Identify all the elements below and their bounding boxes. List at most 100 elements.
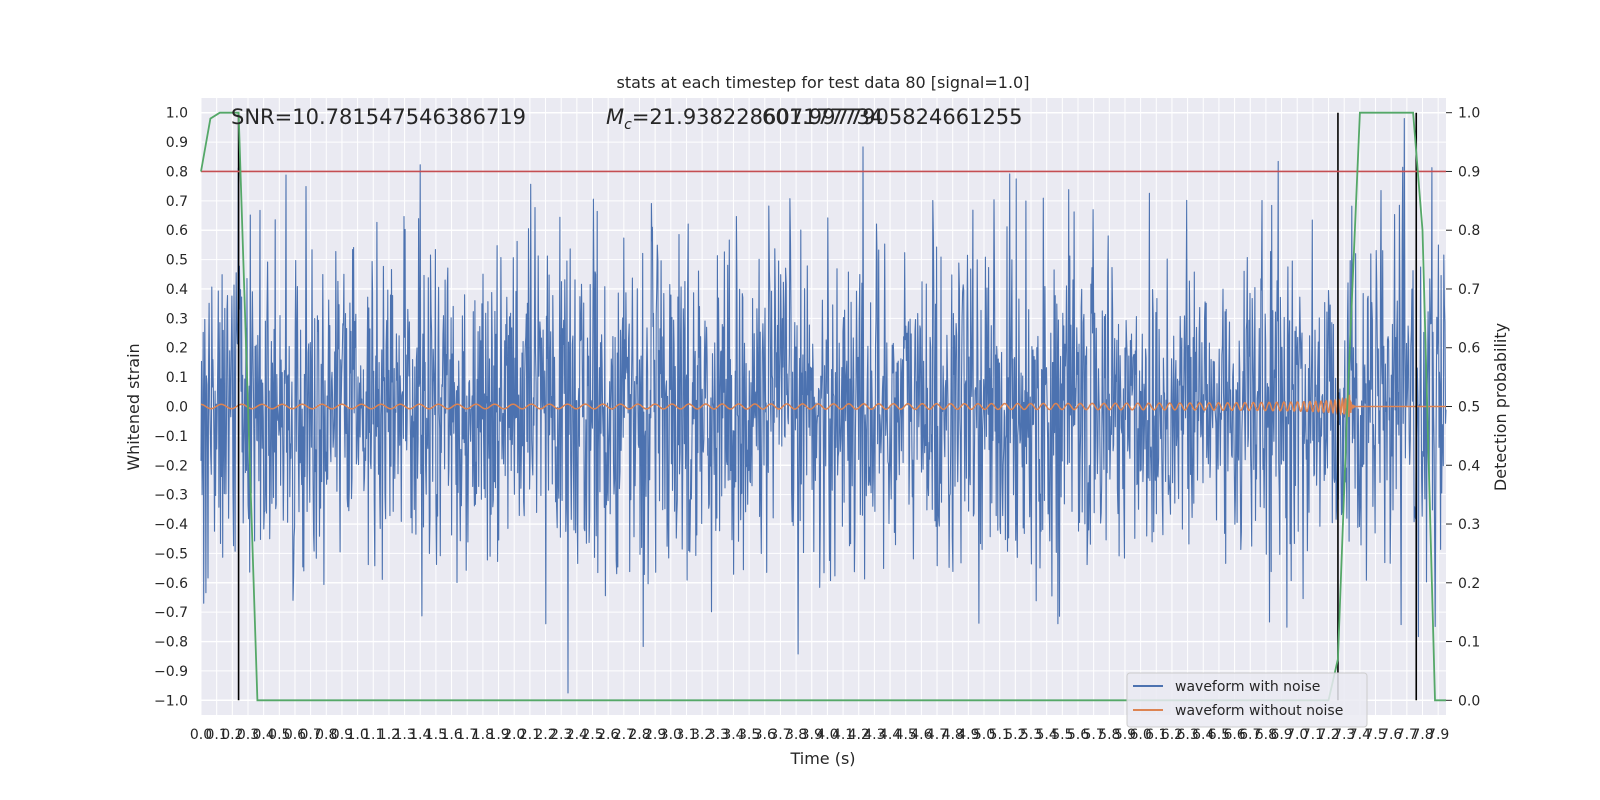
x-tick-label: 6.6	[1223, 727, 1245, 743]
x-tick-label: 3.9	[801, 727, 823, 743]
x-tick-label: 5.2	[1004, 727, 1026, 743]
y-tick-label-left: −1.0	[154, 693, 188, 709]
y-tick-label-right: 0.8	[1458, 223, 1480, 239]
x-tick-label: 4.5	[895, 727, 917, 743]
x-tick-label: 5.5	[1051, 727, 1073, 743]
x-tick-label: 0.0	[190, 727, 212, 743]
x-tick-label: 6.4	[1192, 727, 1214, 743]
detection-probability-line	[200, 111, 1446, 702]
x-tick-label: 3.7	[769, 727, 791, 743]
mc-value: =21.938228607177734	[632, 105, 883, 129]
x-tick-label: 6.2	[1161, 727, 1183, 743]
x-tick-label: 4.2	[848, 727, 870, 743]
x-tick-label: 1.0	[346, 727, 368, 743]
y-axis-right-label: Detection probability	[1491, 323, 1510, 491]
y-tick-label-right: 0.0	[1458, 693, 1480, 709]
x-tick-label: 5.8	[1098, 727, 1120, 743]
x-tick-label: 0.2	[221, 727, 243, 743]
x-tick-label: 7.5	[1364, 727, 1386, 743]
x-tick-label: 4.3	[863, 727, 885, 743]
x-tick-label: 2.5	[581, 727, 603, 743]
event-lines	[201, 112, 1446, 701]
x-tick-label: 7.4	[1349, 727, 1371, 743]
x-tick-label: 4.0	[816, 727, 838, 743]
mc-subscript: c	[624, 117, 632, 133]
x-tick-label: 3.4	[722, 727, 744, 743]
y-axis-left-label: Whitened strain	[124, 343, 143, 470]
x-tick-label: 7.9	[1427, 727, 1449, 743]
x-tick-label: 6.7	[1239, 727, 1261, 743]
x-tick-label: 1.5	[425, 727, 447, 743]
x-tick-label: 1.7	[456, 727, 478, 743]
x-tick-label: 2.6	[597, 727, 619, 743]
y-tick-label-left: −0.6	[154, 576, 188, 592]
legend-label-clean: waveform without noise	[1175, 703, 1343, 719]
y-tick-label-left: 0.7	[166, 194, 188, 210]
x-tick-label: 1.8	[472, 727, 494, 743]
waveform-without-noise-path	[201, 394, 1446, 418]
y-tick-label-right: 0.9	[1458, 164, 1480, 180]
x-tick-label: 2.1	[519, 727, 541, 743]
x-tick-label: 1.6	[440, 727, 462, 743]
x-tick-label: 2.7	[613, 727, 635, 743]
x-tick-label: 1.3	[393, 727, 415, 743]
y-tick-label-right: 0.3	[1458, 517, 1480, 533]
x-tick-label: 0.6	[284, 727, 306, 743]
x-tick-label: 6.8	[1255, 727, 1277, 743]
overlap-annotation: 601.9977905824661255	[762, 105, 1023, 129]
x-tick-label: 5.6	[1067, 727, 1089, 743]
y-tick-label-right: 0.7	[1458, 282, 1480, 298]
chart-title: stats at each timestep for test data 80 …	[617, 73, 1030, 92]
x-tick-label: 4.6	[910, 727, 932, 743]
mc-symbol: M	[606, 105, 624, 129]
legend: waveform with noise waveform without noi…	[1126, 672, 1368, 728]
y-tick-label-left: −0.1	[154, 429, 188, 445]
x-tick-label: 3.8	[785, 727, 807, 743]
x-tick-label: 3.3	[707, 727, 729, 743]
x-tick-label: 4.9	[957, 727, 979, 743]
mc-annotation: Mc=21.938228607177734	[606, 105, 883, 133]
x-tick-label: 1.9	[487, 727, 509, 743]
x-tick-label: 3.0	[660, 727, 682, 743]
x-tick-label: 4.8	[942, 727, 964, 743]
y-tick-label-right: 1.0	[1458, 106, 1480, 122]
x-tick-label: 2.2	[534, 727, 556, 743]
x-tick-label: 7.6	[1380, 727, 1402, 743]
x-tick-label: 4.4	[879, 727, 901, 743]
x-tick-label: 3.5	[738, 727, 760, 743]
x-tick-label: 5.3	[1020, 727, 1042, 743]
x-tick-label: 7.3	[1333, 727, 1355, 743]
x-tick-label: 1.4	[409, 727, 431, 743]
y-tick-label-left: 0.9	[166, 135, 188, 151]
x-tick-label: 6.5	[1208, 727, 1230, 743]
y-tick-label-right: 0.4	[1458, 458, 1480, 474]
x-tick-label: 5.4	[1036, 727, 1058, 743]
y-tick-label-right: 0.1	[1458, 635, 1480, 651]
waveform-with-noise-path	[200, 118, 1447, 694]
y-tick-label-left: −0.7	[154, 605, 188, 621]
x-tick-label: 7.2	[1317, 727, 1339, 743]
y-tick-label-right: 0.5	[1458, 400, 1480, 416]
x-tick-label: 4.7	[926, 727, 948, 743]
waveform-without-noise-line	[201, 394, 1446, 418]
y-tick-label-left: 0.1	[166, 370, 188, 386]
x-tick-label: 5.0	[973, 727, 995, 743]
x-tick-label: 2.9	[644, 727, 666, 743]
y-tick-label-left: −0.5	[154, 546, 188, 562]
x-tick-label: 4.1	[832, 727, 854, 743]
x-tick-label: 2.3	[550, 727, 572, 743]
x-tick-label: 6.9	[1270, 727, 1292, 743]
y-axis-left-ticks: 1.0 0.9 0.8 0.7 0.6 0.5 0.4 0.3 0.2 0.1 0.0 −0.1 −0.…	[154, 106, 188, 710]
x-tick-label: 2.0	[503, 727, 525, 743]
x-tick-label: 7.7	[1396, 727, 1418, 743]
y-tick-label-left: −0.8	[154, 635, 188, 651]
x-tick-label: 5.1	[989, 727, 1011, 743]
x-axis-label: Time (s)	[789, 749, 855, 768]
legend-label-noise: waveform with noise	[1175, 679, 1320, 695]
x-tick-label: 3.2	[691, 727, 713, 743]
x-tick-label: 1.2	[378, 727, 400, 743]
x-tick-label: 3.6	[754, 727, 776, 743]
y-tick-label-left: 1.0	[166, 106, 188, 122]
y-tick-label-left: 0.0	[166, 400, 188, 416]
